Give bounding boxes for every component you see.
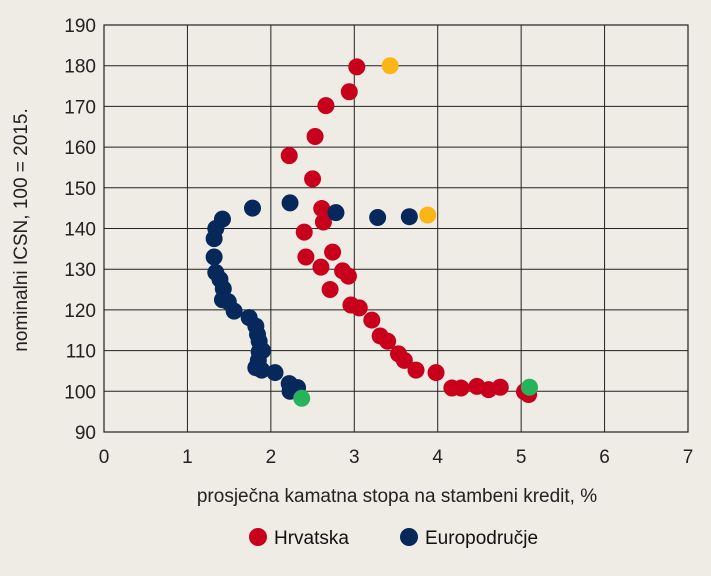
y-tick-label: 110	[66, 342, 96, 363]
point-europodruje	[281, 194, 299, 212]
point-hrvatska	[306, 128, 324, 146]
point-hrvatska	[304, 170, 322, 188]
y-tick-label: 90	[75, 423, 96, 444]
x-tick-label: 6	[599, 447, 610, 468]
point-hrvatska	[321, 281, 339, 299]
point-hrvatska	[312, 258, 330, 276]
point-hrvatska	[468, 377, 486, 395]
x-tick-label: 4	[432, 447, 443, 468]
x-tick-label: 1	[182, 447, 193, 468]
x-tick-label: 3	[349, 447, 360, 468]
point-hrvatska	[295, 223, 313, 241]
point-hrvatska	[443, 379, 461, 397]
point-europodruje	[280, 375, 298, 393]
x-tick-label: 0	[99, 447, 110, 468]
point-europodruje	[369, 209, 387, 227]
point-europodruje	[266, 364, 284, 382]
y-tick-label: 170	[64, 97, 96, 118]
point-hrvatska	[363, 311, 381, 329]
point-hrvatska	[340, 83, 358, 101]
point-hrvatska	[317, 97, 335, 115]
point-hrvatska-last	[381, 57, 399, 75]
point-europodruje-last	[419, 206, 437, 224]
y-tick-label: 160	[64, 138, 96, 159]
y-tick-label: 150	[64, 179, 96, 200]
x-tick-label: 7	[683, 447, 694, 468]
y-tick-label: 100	[64, 382, 96, 403]
point-hrvatska	[334, 262, 352, 280]
point-europodruje	[327, 204, 345, 222]
point-europodruje	[207, 263, 225, 281]
point-hrvatska	[371, 327, 389, 345]
point-hrvatska	[297, 248, 315, 266]
point-europodruje	[205, 248, 223, 266]
point-europodruje-first	[293, 389, 311, 407]
point-europodruje	[400, 208, 418, 226]
legend-label-europodrucje: Europodručje	[425, 528, 538, 549]
plot-frame	[103, 24, 689, 433]
data-points	[205, 57, 538, 407]
grid	[103, 24, 689, 433]
x-tick-label: 5	[516, 447, 527, 468]
y-tick-label: 120	[64, 301, 96, 322]
legend: Hrvatska Europodručje	[249, 528, 538, 549]
tick-labels: 0 1 2 3 4 5 6 7 90 100 110 120 130 140 150 160 170 180 190	[64, 16, 693, 468]
point-hrvatska-first	[520, 378, 538, 396]
legend-marker-europodrucje	[400, 528, 418, 546]
x-tick-label: 2	[266, 447, 277, 468]
point-hrvatska	[280, 147, 298, 165]
y-tick-label: 190	[64, 16, 96, 37]
y-tick-label: 130	[64, 260, 96, 281]
point-hrvatska	[407, 361, 425, 379]
point-europodruje	[240, 309, 258, 327]
point-europodruje	[213, 210, 231, 228]
x-axis-label: prosječna kamatna stopa na stambeni kred…	[197, 486, 597, 507]
point-hrvatska	[313, 200, 331, 218]
y-axis-label: nominalni ICSN, 100 = 2015.	[11, 108, 32, 351]
point-hrvatska	[390, 345, 408, 363]
legend-marker-hrvatska	[249, 528, 267, 546]
y-tick-label: 180	[64, 57, 96, 78]
point-europodruje	[244, 199, 262, 217]
y-tick-label: 140	[64, 220, 96, 241]
point-hrvatska	[427, 364, 445, 382]
point-hrvatska	[314, 213, 332, 231]
legend-label-hrvatska: Hrvatska	[274, 528, 349, 549]
point-hrvatska	[342, 296, 360, 314]
point-hrvatska	[324, 243, 342, 261]
point-hrvatska	[348, 58, 366, 76]
